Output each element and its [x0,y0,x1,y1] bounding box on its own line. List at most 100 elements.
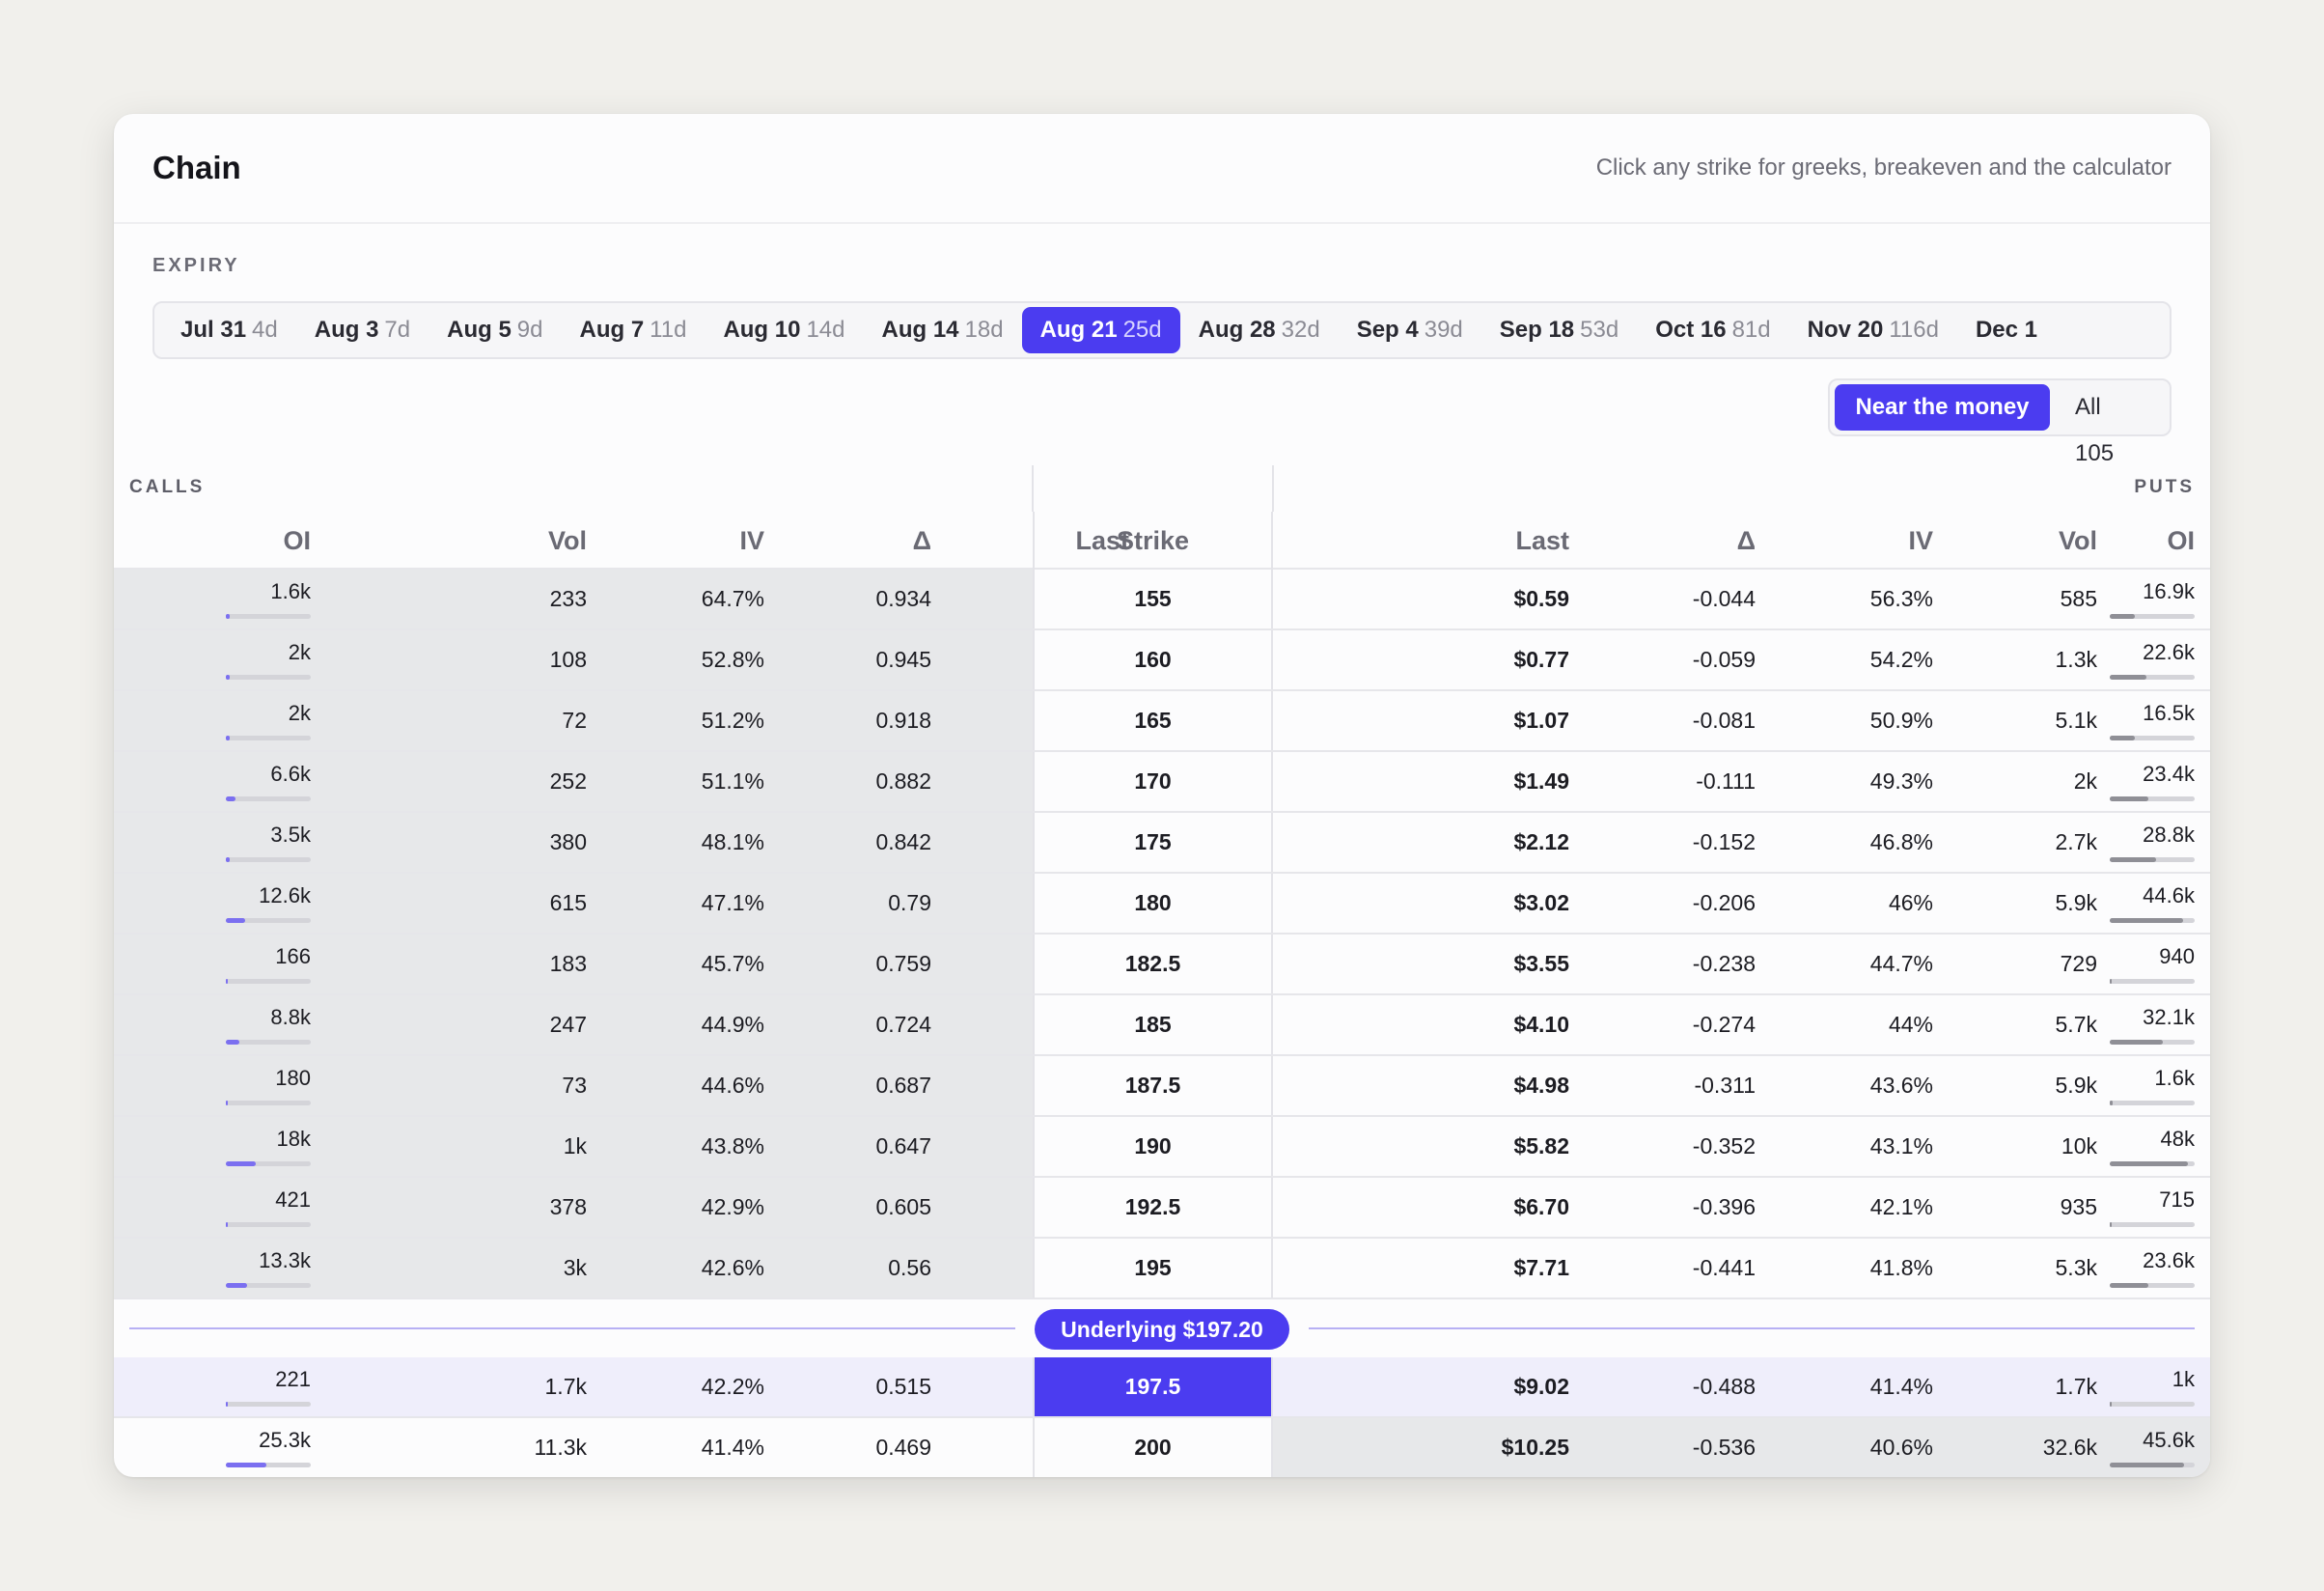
put-oi-bar [2110,614,2195,619]
expiry-days: 25d [1122,317,1162,343]
expiry-chip[interactable]: Dec 1 [1957,307,2056,353]
expiry-chip[interactable]: Nov 20 116d [1789,307,1957,353]
p-delta-cell: -0.238 [1692,951,1756,976]
chain-row[interactable]: 1.6k23364.7%0.934$42.35$0.59-0.04456.3%5… [114,570,2210,630]
p-vol-cell: 1.3k [2055,647,2097,672]
chain-row[interactable]: 2k10852.8%0.945$37.64$0.77-0.05954.2%1.3… [114,630,2210,691]
put-oi-cell: 45.6k [2097,1418,2195,1477]
c-vol-cell: 1k [563,1133,587,1158]
p-last-cell: $5.82 [1513,1133,1569,1158]
put-oi-bar-fill [2110,857,2156,862]
p-delta-cell: -0.059 [1692,647,1756,672]
all-strikes-button[interactable]: All 105 [2075,394,2115,466]
expiry-chip[interactable]: Oct 16 81d [1637,307,1788,353]
c-vol-cell: 615 [549,890,587,915]
p-vol-cell: 2.7k [2055,829,2097,854]
chain-row[interactable]: 2k7251.2%0.918$32.65$1.07-0.08150.9%5.1k… [114,691,2210,752]
strike-cell[interactable]: 170 [1033,752,1273,811]
strike-cell[interactable]: 155 [1033,570,1273,628]
col-header-put-last[interactable]: Last [1515,526,1569,555]
p-delta-cell: -0.206 [1692,890,1756,915]
call-oi-cell: 2k [114,630,311,689]
put-oi-cell: 940 [2097,935,2195,993]
p-iv-cell: 46% [1888,890,1933,915]
strike-cell[interactable]: 200 [1033,1418,1273,1477]
put-oi-cell: 44.6k [2097,874,2195,933]
strike-cell[interactable]: 195 [1033,1239,1273,1298]
col-header-put-iv[interactable]: IV [1908,526,1933,555]
col-header-put-vol[interactable]: Vol [2059,526,2097,555]
put-oi-cell: 16.9k [2097,570,2195,628]
expiry-chip[interactable]: Aug 3 7d [296,307,429,353]
col-header-call-vol[interactable]: Vol [548,526,587,555]
chain-row[interactable]: 3.5k38048.1%0.842$24.05$2.12-0.15246.8%2… [114,813,2210,874]
strike-filter-toggle[interactable]: Near the money All 105 [1828,378,2172,466]
strike-cell[interactable]: 180 [1033,874,1273,933]
p-vol-cell: 5.7k [2055,1012,2097,1037]
expiry-chip[interactable]: Aug 28 32d [1180,307,1339,353]
expiry-chip[interactable]: Sep 18 53d [1481,307,1637,353]
put-oi-bar-fill [2110,796,2148,801]
expiry-chip[interactable]: Aug 7 11d [562,307,706,353]
c-delta-cell: 0.469 [875,1435,931,1460]
strike-cell[interactable]: 160 [1033,630,1273,689]
strike-cell[interactable]: 185 [1033,995,1273,1054]
expiry-chip[interactable]: Jul 31 4d [162,307,296,353]
expiry-days: 39d [1424,317,1463,343]
p-vol-cell: 5.3k [2055,1255,2097,1280]
strike-cell[interactable]: 175 [1033,813,1273,872]
expiry-chip[interactable]: Aug 21 25d [1021,307,1180,353]
put-oi-bar-fill [2110,1402,2112,1407]
p-vol-cell: 1.7k [2055,1374,2097,1399]
chain-row[interactable]: 13.3k3k42.6%0.56$9.60$7.71-0.44141.8%5.3… [114,1239,2210,1299]
near-the-money-button[interactable]: Near the money [1835,384,2050,431]
expiry-chip[interactable]: Aug 5 9d [429,307,561,353]
chain-row[interactable]: 8.8k24744.9%0.724$16.15$4.10-0.27444%5.7… [114,995,2210,1056]
c-vol-cell: 1.7k [544,1374,587,1399]
p-last-cell: $1.49 [1513,768,1569,794]
col-header-call-delta[interactable]: Δ [912,526,931,555]
call-oi-cell: 3.5k [114,813,311,872]
chain-row[interactable]: 6.6k25251.1%0.882$28.45$1.49-0.11149.3%2… [114,752,2210,813]
strike-cell[interactable]: 182.5 [1033,935,1273,993]
chain-row[interactable]: 2211.7k42.2%0.515$8.30$9.02-0.48841.4%1.… [114,1357,2210,1418]
chain-row[interactable]: 12.6k61547.1%0.79$19.95$3.02-0.20646%5.9… [114,874,2210,935]
col-header-call-last[interactable]: Last [1075,526,1129,555]
col-header-strike[interactable]: Strike [1033,512,1273,570]
c-vol-cell: 108 [549,647,587,672]
col-header-call-iv[interactable]: IV [739,526,764,555]
chain-row[interactable]: 1807344.6%0.687$16.00$4.98-0.31143.6%5.9… [114,1056,2210,1117]
p-vol-cell: 585 [2060,586,2097,611]
itm-shade [1273,1418,2210,1477]
p-delta-cell: -0.396 [1692,1194,1756,1219]
expiry-selector[interactable]: Jul 31 4d Aug 3 7d Aug 5 9d Aug 7 11d Aug 10 14d A… [152,301,2172,359]
call-oi-cell: 180 [114,1056,311,1115]
expiry-chip[interactable]: Aug 10 14d [705,307,863,353]
strike-cell[interactable]: 190 [1033,1117,1273,1176]
strike-cell[interactable]: 197.5 [1033,1357,1273,1416]
chain-row[interactable]: 18k1k43.8%0.647$12.61$5.82-0.35243.1%10k… [114,1117,2210,1178]
expiry-chip[interactable]: Sep 4 39d [1339,307,1481,353]
col-header-put-oi[interactable]: OI [2167,526,2195,555]
strike-cell[interactable]: 192.5 [1033,1178,1273,1237]
c-iv-cell: 43.8% [701,1133,764,1158]
put-oi-bar-fill [2110,1283,2148,1288]
expiry-chip[interactable]: Aug 14 18d [864,307,1022,353]
call-oi-value: 2k [288,701,311,725]
strike-cell[interactable]: 187.5 [1033,1056,1273,1115]
col-header-put-delta[interactable]: Δ [1736,526,1756,555]
call-oi-cell: 6.6k [114,752,311,811]
p-vol-cell: 10k [2061,1133,2097,1158]
c-iv-cell: 52.8% [701,647,764,672]
chain-row[interactable]: 25.3k11.3k41.4%0.469$7.20$10.25-0.53640.… [114,1418,2210,1477]
chain-row[interactable]: 16618345.7%0.759$18.15$3.55-0.23844.7%72… [114,935,2210,995]
divider [1272,465,1274,512]
chain-row[interactable]: 42137842.9%0.605$11.15$6.70-0.39642.1%93… [114,1178,2210,1239]
call-oi-cell: 221 [114,1357,311,1416]
p-delta-cell: -0.352 [1692,1133,1756,1158]
strike-cell[interactable]: 165 [1033,691,1273,750]
col-header-call-oi[interactable]: OI [283,526,311,555]
expiry-days: 18d [964,317,1004,343]
p-last-cell: $7.71 [1513,1255,1569,1280]
p-vol-cell: 935 [2060,1194,2097,1219]
